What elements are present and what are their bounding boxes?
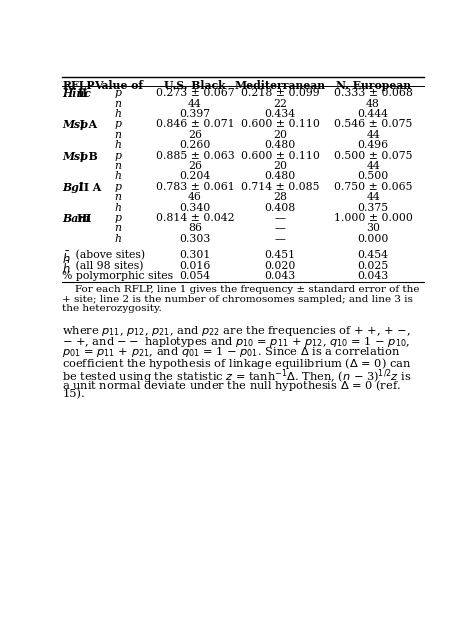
Text: 0.204: 0.204	[179, 172, 210, 181]
Text: 0.600 ± 0.110: 0.600 ± 0.110	[241, 151, 319, 160]
Text: Value of: Value of	[94, 80, 143, 91]
Text: For each RFLP, line 1 gives the frequency ± standard error of the: For each RFLP, line 1 gives the frequenc…	[63, 286, 420, 294]
Text: 0.273 ± 0.067: 0.273 ± 0.067	[155, 88, 234, 98]
Text: HI: HI	[76, 213, 91, 224]
Text: 0.600 ± 0.110: 0.600 ± 0.110	[241, 120, 319, 130]
Text: 20: 20	[273, 130, 287, 140]
Text: II A: II A	[75, 182, 101, 193]
Text: 48: 48	[366, 99, 380, 109]
Text: where $\it{p}$$_{11}$, $\it{p}$$_{12}$, $\it{p}$$_{21}$, and $\it{p}$$_{22}$ are: where $\it{p}$$_{11}$, $\it{p}$$_{12}$, …	[63, 324, 411, 338]
Text: 0.783 ± 0.061: 0.783 ± 0.061	[155, 182, 234, 192]
Text: 0.444: 0.444	[357, 109, 389, 119]
Text: 0.340: 0.340	[179, 202, 210, 213]
Text: Bam: Bam	[63, 213, 90, 224]
Text: a unit normal deviate under the null hypothesis $\Delta$ = 0 (ref.: a unit normal deviate under the null hyp…	[63, 378, 401, 393]
Text: 44: 44	[188, 99, 202, 109]
Text: p: p	[115, 120, 122, 130]
Text: 46: 46	[188, 193, 202, 202]
Text: h: h	[115, 109, 122, 119]
Text: $-$ +, and $- -$ haplotypes and $\it{p}$$_{10}$ = $\it{p}$$_{11}$ + $\it{p}$$_{1: $-$ +, and $- -$ haplotypes and $\it{p}$…	[63, 334, 410, 349]
Text: 44: 44	[366, 130, 380, 140]
Text: 28: 28	[273, 193, 287, 202]
Text: 0.480: 0.480	[264, 172, 296, 181]
Text: 44: 44	[366, 161, 380, 171]
Text: 0.043: 0.043	[264, 271, 296, 281]
Text: % polymorphic sites: % polymorphic sites	[63, 271, 173, 281]
Text: 0.333 ± 0.068: 0.333 ± 0.068	[334, 88, 412, 98]
Text: p: p	[115, 151, 122, 160]
Text: 0.500 ± 0.075: 0.500 ± 0.075	[334, 151, 412, 160]
Text: —: —	[275, 223, 285, 233]
Text: RFLP: RFLP	[63, 80, 95, 91]
Text: n: n	[115, 99, 122, 109]
Text: Mediterranean: Mediterranean	[235, 80, 326, 91]
Text: Msp: Msp	[63, 151, 88, 162]
Text: 0.397: 0.397	[179, 109, 210, 119]
Text: 0.054: 0.054	[179, 271, 210, 281]
Text: 20: 20	[273, 161, 287, 171]
Text: Bgl: Bgl	[63, 182, 83, 193]
Text: I A: I A	[76, 120, 98, 130]
Text: I B: I B	[76, 151, 98, 162]
Text: 0.000: 0.000	[357, 234, 389, 244]
Text: 26: 26	[188, 161, 202, 171]
Text: 30: 30	[366, 223, 380, 233]
Text: be tested using the statistic $\it{z}$ = tanh$^{-1}\Delta$. Then, ($\it{n}$ $-$ : be tested using the statistic $\it{z}$ =…	[63, 367, 411, 386]
Text: 0.496: 0.496	[357, 140, 389, 151]
Text: coefficient the hypothesis of linkage equilibrium ($\Delta$ = 0) can: coefficient the hypothesis of linkage eq…	[63, 356, 412, 371]
Text: 0.020: 0.020	[264, 261, 296, 271]
Text: 0.546 ± 0.075: 0.546 ± 0.075	[334, 120, 412, 130]
Text: the heterozygosity.: the heterozygosity.	[63, 304, 162, 313]
Text: h: h	[115, 202, 122, 213]
Text: II: II	[77, 88, 87, 99]
Text: 0.434: 0.434	[264, 109, 296, 119]
Text: —: —	[275, 213, 285, 223]
Text: n: n	[115, 161, 122, 171]
Text: 0.016: 0.016	[179, 261, 210, 271]
Text: 0.375: 0.375	[357, 202, 389, 213]
Text: 26: 26	[188, 130, 202, 140]
Text: Hinc: Hinc	[63, 88, 91, 99]
Text: 0.260: 0.260	[179, 140, 210, 151]
Text: 0.451: 0.451	[264, 251, 296, 260]
Text: 15).: 15).	[63, 389, 85, 399]
Text: 0.454: 0.454	[357, 251, 389, 260]
Text: + site; line 2 is the number of chromosomes sampled; and line 3 is: + site; line 2 is the number of chromoso…	[63, 295, 413, 304]
Text: 0.480: 0.480	[264, 140, 296, 151]
Text: h: h	[115, 234, 122, 244]
Text: 0.303: 0.303	[179, 234, 210, 244]
Text: 0.714 ± 0.085: 0.714 ± 0.085	[241, 182, 319, 192]
Text: 0.043: 0.043	[357, 271, 389, 281]
Text: 0.218 ± 0.099: 0.218 ± 0.099	[241, 88, 319, 98]
Text: $\bar{h}$: $\bar{h}$	[63, 251, 71, 267]
Text: 0.301: 0.301	[179, 251, 210, 260]
Text: n: n	[115, 193, 122, 202]
Text: U.S. Black: U.S. Black	[164, 80, 226, 91]
Text: 0.814 ± 0.042: 0.814 ± 0.042	[155, 213, 234, 223]
Text: 1.000 ± 0.000: 1.000 ± 0.000	[334, 213, 412, 223]
Text: (all 98 sites): (all 98 sites)	[72, 261, 143, 271]
Text: 0.885 ± 0.063: 0.885 ± 0.063	[155, 151, 234, 160]
Text: p: p	[115, 88, 122, 98]
Text: $\bar{h}$: $\bar{h}$	[63, 261, 71, 277]
Text: 86: 86	[188, 223, 202, 233]
Text: p: p	[115, 213, 122, 223]
Text: 0.408: 0.408	[264, 202, 296, 213]
Text: 22: 22	[273, 99, 287, 109]
Text: h: h	[115, 140, 122, 151]
Text: N. European: N. European	[336, 80, 410, 91]
Text: (above sites): (above sites)	[72, 251, 145, 260]
Text: 0.846 ± 0.071: 0.846 ± 0.071	[155, 120, 234, 130]
Text: p: p	[115, 182, 122, 192]
Text: h: h	[115, 172, 122, 181]
Text: n: n	[115, 223, 122, 233]
Text: 0.025: 0.025	[357, 261, 389, 271]
Text: —: —	[275, 234, 285, 244]
Text: Msp: Msp	[63, 120, 88, 130]
Text: n: n	[115, 130, 122, 140]
Text: 44: 44	[366, 193, 380, 202]
Text: 0.500: 0.500	[357, 172, 389, 181]
Text: $\it{p}$$_{01}$ = $\it{p}$$_{11}$ + $\it{p}$$_{21}$, and $\it{q}$$_{01}$ = 1 $-$: $\it{p}$$_{01}$ = $\it{p}$$_{11}$ + $\it…	[63, 346, 401, 360]
Text: 0.750 ± 0.065: 0.750 ± 0.065	[334, 182, 412, 192]
